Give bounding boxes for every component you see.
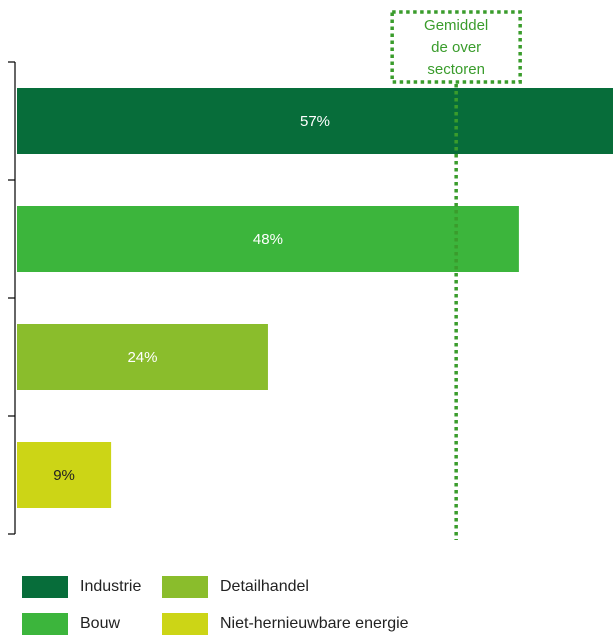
bar-niet-hernieuwbare-energie (17, 442, 112, 508)
reference-line-label: de over (431, 39, 481, 56)
legend-item-detailhandel: Detailhandel (162, 576, 309, 598)
bar-bouw (17, 206, 519, 272)
reference-line-label: Gemiddel (424, 17, 488, 34)
value-label-industrie: 57% (300, 113, 330, 130)
category-axis (8, 61, 16, 535)
legend-swatch-bouw (22, 613, 68, 635)
legend-swatch-niet-hernieuwbare-energie (162, 613, 208, 635)
legend-item-niet-hernieuwbare-energie: Niet-hernieuwbare energie (162, 613, 409, 635)
legend-item-bouw: Bouw (22, 613, 120, 635)
legend-swatch-industrie (22, 576, 68, 598)
bar-series: 57% 48% 24% 9% (17, 88, 613, 508)
bar-industrie (17, 88, 613, 154)
legend-item-industrie: Industrie (22, 576, 141, 598)
value-label-bouw: 48% (253, 231, 283, 248)
bar-detailhandel (17, 324, 268, 390)
reference-line-label-box (390, 10, 522, 84)
reference-line-group: Gemiddel de over sectoren (390, 10, 522, 540)
value-label-detailhandel: 24% (127, 349, 157, 366)
bar-chart: 57% 48% 24% 9% Gemiddel de over sectoren (8, 10, 613, 540)
legend-swatch-detailhandel (162, 576, 208, 598)
legend-label-detailhandel: Detailhandel (220, 578, 309, 595)
legend-label-niet-hernieuwbare-energie: Niet-hernieuwbare energie (220, 615, 409, 632)
legend: Industrie Detailhandel Bouw Niet-hernieu… (0, 572, 613, 635)
legend-label-bouw: Bouw (80, 615, 121, 632)
reference-line-label: sectoren (427, 61, 485, 78)
value-label-niet-hernieuwbare-energie: 9% (53, 467, 75, 484)
legend-label-industrie: Industrie (80, 578, 142, 595)
